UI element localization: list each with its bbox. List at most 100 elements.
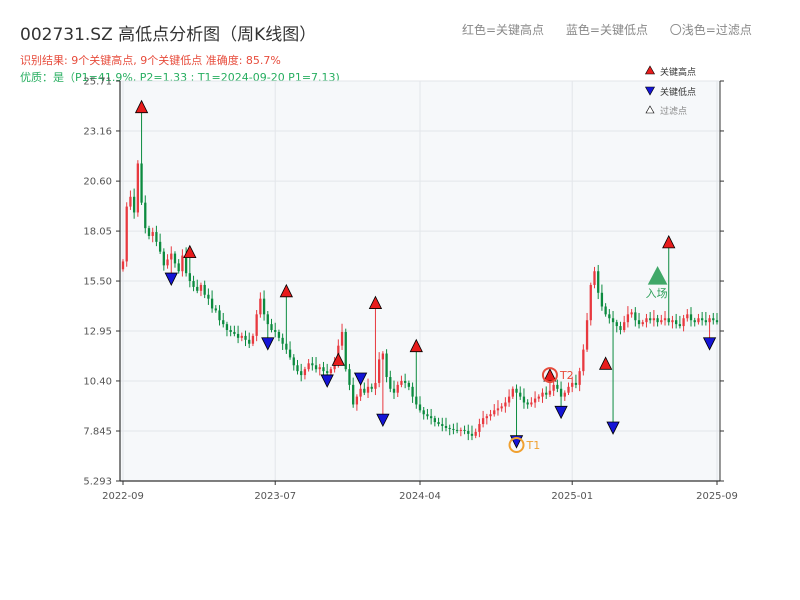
candle-body: [559, 388, 563, 397]
candle-body: [444, 426, 448, 428]
key-low-marker: [164, 272, 178, 286]
candle-body: [177, 263, 180, 272]
candle-body: [311, 363, 314, 366]
candle-body: [352, 384, 355, 405]
candle-body: [700, 318, 704, 321]
x-tick-label: 2024-04: [399, 491, 441, 502]
candle-body: [262, 298, 266, 315]
candle-body: [634, 312, 637, 321]
x-tick-label: 2025-09: [696, 491, 738, 502]
candle-body: [563, 392, 566, 397]
candle-body: [641, 322, 644, 325]
candle-body: [552, 384, 555, 391]
x-tick-label: 2023-07: [254, 491, 296, 502]
candle-body: [678, 324, 682, 327]
candle-body: [515, 388, 518, 393]
candle-body: [504, 402, 507, 407]
candle-body: [467, 430, 470, 434]
candle-body: [615, 322, 618, 327]
candle-body: [712, 318, 715, 321]
candle-body: [229, 330, 232, 332]
candle-body: [507, 396, 511, 403]
candle-body: [181, 255, 184, 272]
candle-body: [240, 335, 243, 338]
candle-body: [708, 318, 711, 323]
legend-filtered-icon: [645, 105, 655, 114]
candle-body: [526, 402, 529, 405]
candle-body: [496, 408, 500, 411]
legend: 关键高点 关键低点 过滤点: [644, 65, 696, 117]
candle-body: [545, 392, 548, 395]
candle-body: [170, 253, 173, 260]
candle-body: [626, 314, 630, 323]
candle-body: [270, 324, 273, 331]
candle-body: [611, 318, 615, 323]
candle-body: [144, 202, 147, 229]
candle-body: [184, 255, 188, 274]
y-tick-label: 25.71: [83, 77, 112, 88]
y-tick-label: 5.293: [83, 477, 112, 488]
candle-body: [530, 402, 533, 405]
y-tick-label: 18.05: [83, 227, 112, 238]
candle-body: [411, 386, 414, 397]
candle-body: [303, 369, 307, 376]
candle-body: [248, 339, 251, 344]
candle-body: [597, 271, 600, 293]
candle-body: [199, 284, 203, 291]
candle-body: [366, 386, 370, 393]
candle-body: [645, 318, 648, 323]
top-legend-light: 〇浅色=过滤点: [669, 23, 752, 37]
candle-body: [207, 294, 210, 299]
candle-body: [129, 196, 132, 207]
y-tick-label: 7.845: [83, 427, 112, 438]
y-tick-label: 15.50: [83, 277, 112, 288]
candle-body: [459, 429, 462, 431]
key-high-marker: [183, 244, 197, 259]
key-high-marker: [134, 99, 149, 114]
candle-body: [667, 318, 670, 323]
key-high-marker: [662, 234, 676, 249]
candle-body: [493, 410, 496, 415]
legend-key-low-label: 关键低点: [660, 86, 696, 98]
candle-body: [418, 404, 422, 411]
candle-body: [155, 232, 158, 242]
key-low-marker: [554, 405, 568, 420]
candle-body: [656, 318, 659, 323]
key-low-marker: [606, 421, 620, 435]
entry-marker: [647, 266, 668, 285]
candle-body: [281, 337, 284, 344]
candle-body: [682, 318, 685, 327]
top-legend-red: 红色=关键高点: [462, 23, 545, 37]
candle-body: [140, 163, 143, 203]
legend-filtered-label: 过滤点: [660, 105, 687, 117]
candles: [121, 111, 719, 441]
candle-body: [389, 377, 392, 389]
candle-body: [619, 326, 622, 331]
candle-body: [385, 353, 388, 378]
candle-body: [574, 382, 578, 385]
candle-body: [582, 349, 585, 372]
candle-body: [452, 428, 455, 430]
candle-body: [318, 367, 321, 370]
candle-body: [233, 331, 236, 334]
key-low-marker: [353, 372, 368, 386]
top-legend: 红色=关键高点 蓝色=关键低点 〇浅色=过滤点: [462, 21, 770, 38]
candle-body: [448, 427, 451, 429]
candle-body: [314, 365, 318, 370]
candle-body: [329, 369, 333, 374]
candle-body: [255, 314, 258, 336]
candle-body: [511, 388, 514, 397]
candle-body: [359, 388, 362, 397]
candle-body: [307, 363, 310, 370]
candle-body: [236, 333, 240, 338]
candle-body: [381, 353, 385, 360]
candle-body: [203, 284, 206, 295]
candle-body: [637, 320, 641, 325]
t1-label: T1: [526, 439, 541, 452]
candle-body: [481, 418, 485, 425]
legend-key-high-icon: [644, 65, 656, 75]
candle-body: [422, 410, 425, 415]
candle-body: [344, 331, 347, 370]
candle-body: [210, 298, 214, 309]
candle-body: [378, 359, 381, 383]
